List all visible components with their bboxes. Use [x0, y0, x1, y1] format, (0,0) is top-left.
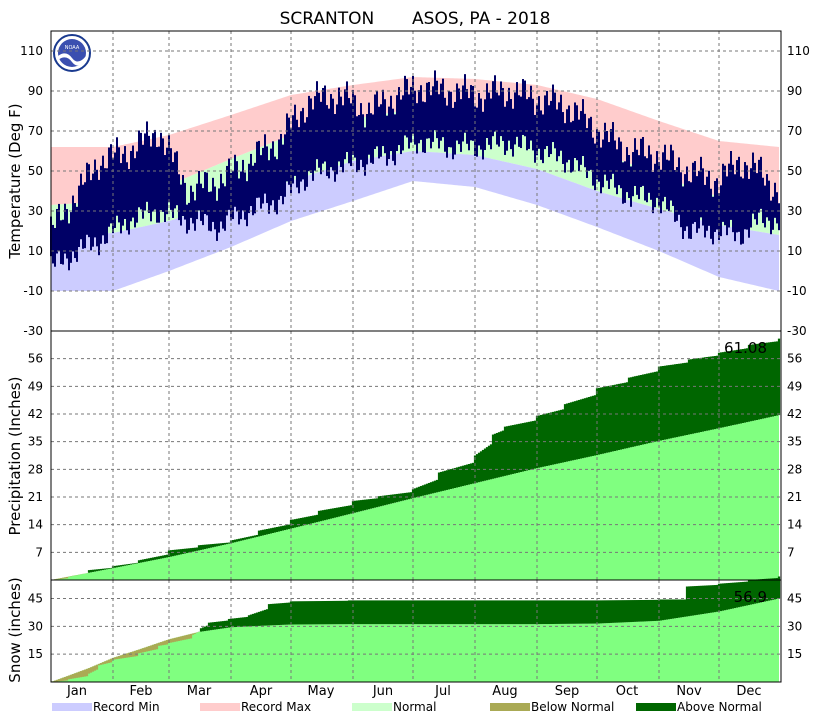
temp-ytick-left: 90	[28, 84, 43, 98]
month-label: May	[308, 684, 335, 699]
month-label: Jun	[372, 684, 393, 699]
temperature-panel: 110 110 90 90 70 70 50 50 30 30 10 10 -10 -10 -30 -30	[20, 30, 810, 338]
legend: Record Min Record Max Normal Below Normal Ab…	[52, 700, 762, 714]
temp-ytick-right: 90	[787, 84, 802, 98]
temp-ytick-left: 10	[28, 244, 43, 258]
legend-label: Normal	[393, 700, 436, 714]
snow-ytick-left: 45	[28, 592, 43, 606]
temp-ytick-left: 70	[28, 124, 43, 138]
noaa-logo: NOAA	[53, 34, 91, 72]
precip-ytick-left: 35	[28, 435, 43, 449]
precip-ytick-left: 7	[35, 545, 43, 559]
precip-ytick-left: 14	[28, 518, 43, 532]
record-min-band	[51, 151, 779, 291]
precip-ytick-right: 7	[787, 545, 795, 559]
month-label: Sep	[555, 684, 580, 699]
temp-ytick-right: 10	[787, 244, 802, 258]
precip-ytick-right: 35	[787, 435, 802, 449]
precipitation-panel: 56 56 49 49 42 42 35 35 28 28 21 21 14 14 7 7 61.08	[28, 330, 802, 581]
precip-ytick-left: 21	[28, 490, 43, 504]
legend-label: Record Min	[93, 700, 160, 714]
precip-ytick-right: 49	[787, 379, 802, 393]
temp-ytick-left: -10	[23, 284, 43, 298]
legend-label: Record Max	[241, 700, 311, 714]
snow-ytick-right: 45	[787, 592, 802, 606]
snow-total-annotation: 56.9	[734, 588, 767, 606]
legend-swatch	[490, 703, 530, 711]
legend-swatch	[52, 703, 92, 711]
snow-normal-area	[51, 598, 779, 682]
month-label: Jul	[434, 684, 451, 699]
legend-swatch	[200, 703, 240, 711]
month-label: Feb	[129, 684, 152, 699]
temp-ytick-left: 30	[28, 204, 43, 218]
precip-departure-bars	[51, 338, 781, 580]
month-label: Dec	[736, 684, 761, 699]
snow-ytick-left: 30	[28, 619, 43, 633]
precip-ytick-right: 56	[787, 352, 802, 366]
snow-panel: 45 45 30 30 15 15 56.9	[28, 576, 802, 683]
precip-ytick-left: 56	[28, 352, 43, 366]
month-label: Oct	[616, 684, 638, 699]
legend-label: Below Normal	[531, 700, 614, 714]
precip-ytick-left: 49	[28, 379, 43, 393]
snow-ytick-right: 15	[787, 647, 802, 661]
snow-ytick-left: 15	[28, 647, 43, 661]
month-label: Nov	[676, 684, 702, 699]
month-label: Apr	[250, 684, 273, 699]
precip-ytick-left: 28	[28, 462, 43, 476]
legend-label: Above Normal	[677, 700, 762, 714]
snow-ylabel: Snow (inches)	[6, 577, 24, 682]
snow-ytick-right: 30	[787, 619, 802, 633]
legend-swatch	[352, 703, 392, 711]
precip-total-annotation: 61.08	[724, 339, 767, 357]
precip-ytick-right: 21	[787, 490, 802, 504]
temp-ytick-right: 30	[787, 204, 802, 218]
month-label: Jan	[66, 684, 87, 699]
precip-ytick-right: 14	[787, 518, 802, 532]
temp-ytick-left: 110	[20, 44, 43, 58]
precipitation-ylabel: Precipitation (Inches)	[6, 377, 24, 536]
observed-temp-bars	[50, 70, 780, 271]
temp-ytick-left: -30	[23, 324, 43, 338]
temp-ytick-right: 110	[787, 44, 810, 58]
month-axis: Jan Feb Mar Apr May Jun Jul Aug Sep Oct Nov Dec	[66, 684, 762, 699]
chart-title: SCRANTON ASOS, PA - 2018	[280, 9, 551, 29]
temp-ytick-right: 50	[787, 164, 802, 178]
temp-ytick-right: -10	[787, 284, 807, 298]
precip-ytick-right: 28	[787, 462, 802, 476]
precip-ytick-left: 42	[28, 407, 43, 421]
snow-frame	[50, 579, 782, 683]
month-label: Aug	[492, 684, 517, 699]
precip-normal-area	[51, 415, 779, 580]
temp-ytick-left: 50	[28, 164, 43, 178]
precip-ytick-right: 42	[787, 407, 802, 421]
temp-ytick-right: 70	[787, 124, 802, 138]
svg-text:NOAA: NOAA	[65, 45, 80, 51]
temperature-ylabel: Temperature (Deg F)	[6, 103, 24, 259]
legend-swatch	[636, 703, 676, 711]
month-label: Mar	[187, 684, 212, 699]
temp-ytick-right: -30	[787, 324, 807, 338]
